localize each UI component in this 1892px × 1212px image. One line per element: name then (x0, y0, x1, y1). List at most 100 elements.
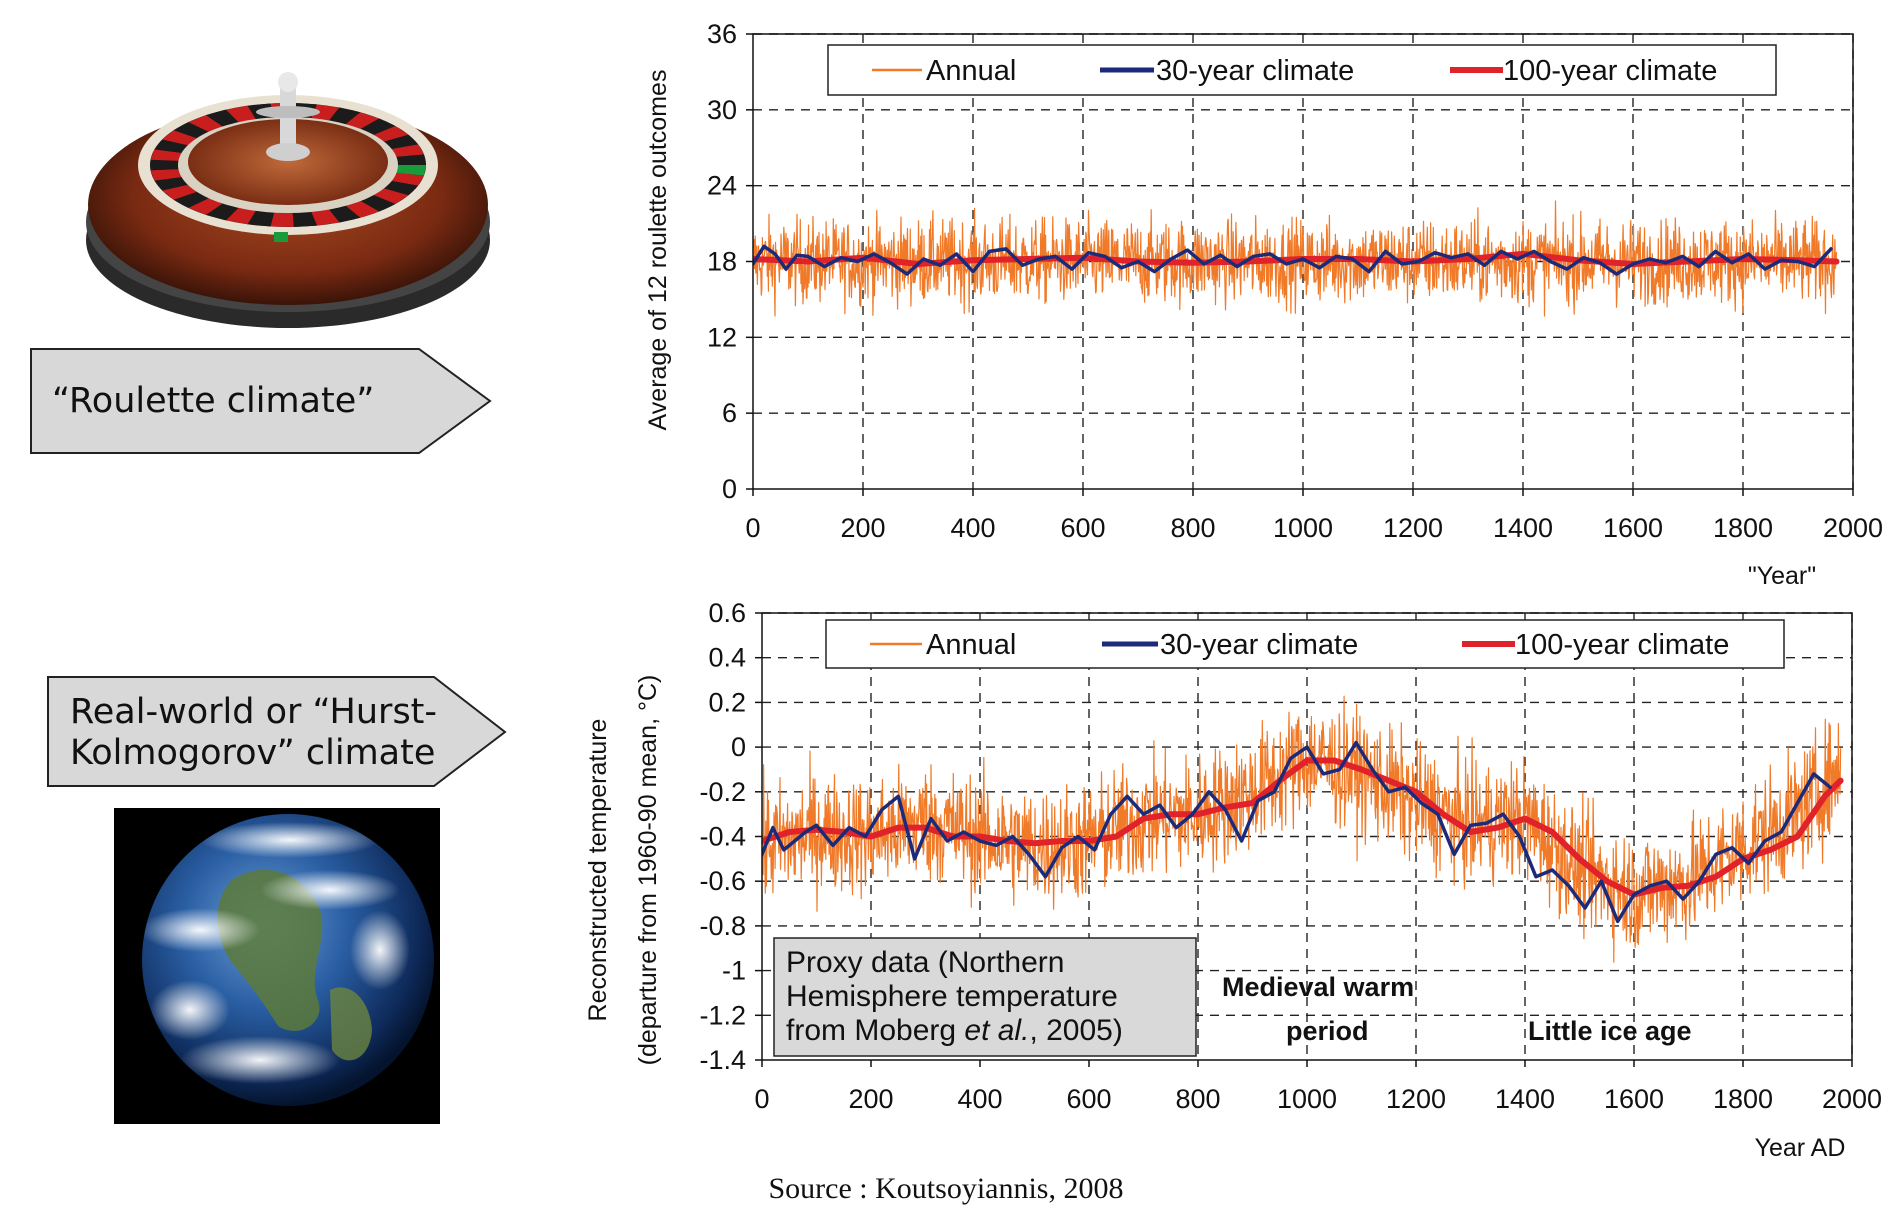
roulette-pocket (329, 107, 361, 125)
roulette-pocket (292, 211, 318, 227)
svg-text:“Roulette climate”: “Roulette climate” (52, 381, 374, 421)
roulette-pocket (345, 112, 380, 129)
roulette-pocket (384, 180, 419, 196)
y-tick-label: 6 (722, 398, 737, 428)
medieval-warm-annotation: Medieval warm (1222, 972, 1414, 1002)
roulette-pocket (270, 212, 294, 227)
bottom-chart-ylabel-line1: Reconstructed temperature (584, 719, 612, 1022)
roulette-pocket (360, 118, 396, 135)
y-tick-label: 24 (707, 171, 737, 201)
earth-image (114, 808, 440, 1124)
roulette-pocket (345, 201, 380, 218)
roulette-pocket (162, 130, 197, 146)
roulette-chart: 0 6 12 18 24 30 36 0 200 400 600 800 1000 1200 1400 160… (644, 19, 1883, 590)
legend-100yr-label: 100-year climate (1503, 55, 1717, 87)
x-tick-label: 1800 (1713, 1084, 1773, 1114)
roulette-pocket (225, 105, 256, 123)
roulette-pocket (311, 209, 340, 226)
roulette-pocket (396, 154, 426, 165)
legend-annual-label: Annual (926, 629, 1016, 661)
svg-text:Hemisphere temperature: Hemisphere temperature (786, 980, 1118, 1013)
x-tick-label: 200 (848, 1084, 893, 1114)
y-tick-label: 18 (707, 247, 737, 277)
roulette-pocket (329, 205, 361, 223)
x-tick-label: 400 (957, 1084, 1002, 1114)
y-tick-label: -0.4 (699, 822, 746, 852)
roulette-pocket (150, 169, 182, 181)
x-tick-label: 800 (1175, 1084, 1220, 1114)
svg-text:Proxy data (Northern: Proxy data (Northern (786, 946, 1064, 979)
series-30-year-climate (762, 740, 1832, 924)
hurst-climate-label: Real-world or “Hurst- Kolmogorov” climat… (47, 676, 507, 787)
series-30-year-climate (753, 244, 1833, 276)
top-chart-xlabel: "Year" (1748, 562, 1816, 590)
y-tick-label: -0.8 (699, 911, 746, 941)
legend-100yr-label: 100-year climate (1515, 629, 1729, 661)
top-chart-ylabel: Average of 12 roulette outcomes (644, 70, 672, 431)
y-tick-label: 30 (707, 95, 737, 125)
bottom-chart-axes (755, 612, 1853, 1067)
plot-frame (752, 33, 1854, 490)
roulette-pocket (188, 198, 223, 215)
x-tick-label: 0 (745, 513, 760, 543)
roulette-pocket (391, 144, 425, 157)
roulette-pocket (162, 184, 197, 200)
x-tick-label: 2000 (1822, 1084, 1882, 1114)
y-tick-label: -1 (722, 956, 746, 986)
x-tick-label: 2000 (1823, 513, 1883, 543)
y-tick-label: 0.6 (708, 598, 746, 628)
y-tick-label: 12 (707, 322, 737, 352)
roulette-pocket (150, 159, 179, 171)
bottom-chart-series (762, 695, 1844, 963)
x-tick-label: 800 (1170, 513, 1215, 543)
x-tick-label: 1200 (1386, 1084, 1446, 1114)
roulette-pocket (360, 195, 396, 212)
roulette-pocket (205, 109, 239, 127)
y-tick-label: -1.4 (699, 1045, 746, 1075)
y-tick-label: -0.6 (699, 866, 746, 896)
x-tick-label: 400 (950, 513, 995, 543)
roulette-pocket (384, 134, 419, 150)
roulette-climate-label: “Roulette climate” (30, 348, 492, 454)
roulette-wheel-image (86, 72, 490, 328)
y-tick-label: -0.2 (699, 777, 746, 807)
roulette-pocket (205, 203, 239, 221)
top-chart-tick-labels: 0 6 12 18 24 30 36 0 200 400 600 800 1000 1200 1400 160… (707, 19, 1883, 543)
bottom-chart-xlabel: Year AD (1755, 1134, 1846, 1162)
legend-30yr-label: 30-year climate (1160, 629, 1358, 661)
y-tick-label: 0.2 (708, 687, 746, 717)
y-tick-label: 0.4 (708, 643, 746, 673)
roulette-pocket (173, 191, 209, 208)
bottom-chart-legend: Annual 30-year climate 100-year climate (825, 619, 1785, 669)
roulette-pocket (391, 173, 425, 186)
roulette-pocket (150, 149, 182, 161)
x-tick-label: 200 (840, 513, 885, 543)
x-tick-label: 1400 (1495, 1084, 1555, 1114)
x-tick-label: 0 (754, 1084, 769, 1114)
roulette-pocket (154, 139, 188, 153)
top-chart-series (753, 200, 1840, 317)
top-chart-axes (746, 33, 1854, 496)
y-tick-label: -1.2 (699, 1000, 746, 1030)
x-tick-label: 1800 (1713, 513, 1773, 543)
roulette-pocket (311, 104, 340, 121)
x-tick-label: 1000 (1277, 1084, 1337, 1114)
little-ice-age-annotation: Little ice age (1528, 1016, 1692, 1046)
bottom-chart-ylabel-line2: (departure from 1960-90 mean, °C) (634, 675, 662, 1066)
x-tick-label: 1000 (1273, 513, 1333, 543)
roulette-pocket (188, 115, 223, 132)
proxy-data-box: Proxy data (Northern Hemisphere temperat… (773, 937, 1197, 1057)
roulette-pocket (247, 210, 275, 227)
source-caption: Source : Koutsoyiannis, 2008 (769, 1172, 1124, 1205)
series-annual (762, 695, 1842, 963)
bottom-chart-tick-labels: 0.6 0.4 0.2 0 -0.2 -0.4 -0.6 -0.8 -1 -1.2 -1.4 0 200… (699, 598, 1882, 1114)
x-tick-label: 600 (1066, 1084, 1111, 1114)
roulette-pocket (373, 126, 409, 142)
plot-frame (761, 612, 1853, 1061)
x-tick-label: 600 (1060, 513, 1105, 543)
y-tick-label: 0 (731, 732, 746, 762)
roulette-pocket (154, 177, 188, 191)
y-tick-label: 0 (722, 474, 737, 504)
x-tick-label: 1600 (1603, 513, 1663, 543)
